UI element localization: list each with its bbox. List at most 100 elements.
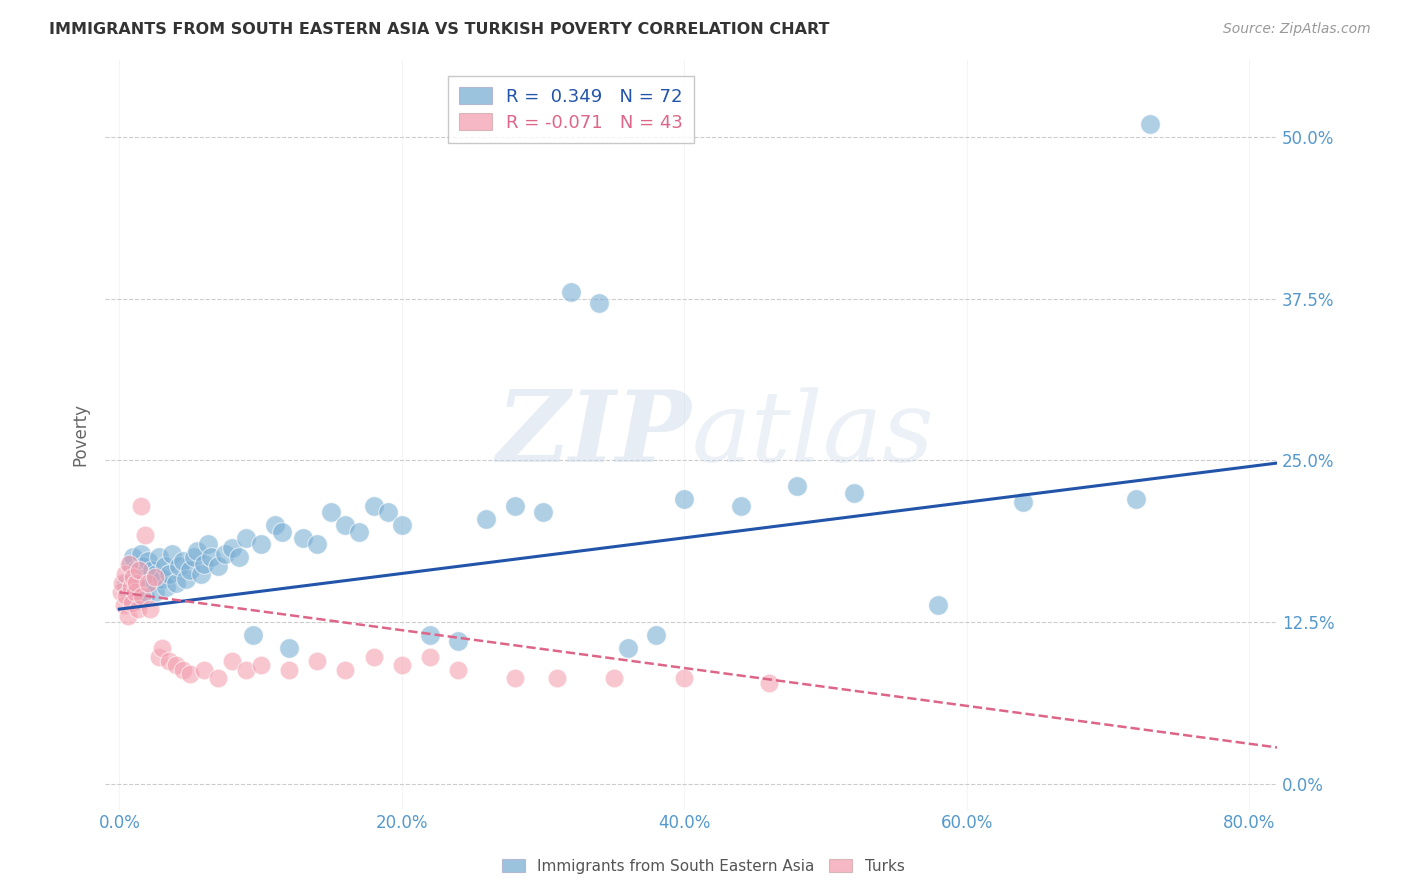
Point (122, 570, 145, 584)
Point (131, 589, 153, 603)
Point (602, 671, 624, 685)
Point (172, 663, 194, 677)
Point (321, 505, 343, 519)
Point (193, 663, 215, 677)
Point (165, 576, 187, 591)
Point (263, 518, 285, 533)
Legend: R =  0.349   N = 72, R = -0.071   N = 43: R = 0.349 N = 72, R = -0.071 N = 43 (449, 76, 693, 143)
Point (645, 628, 668, 642)
Point (121, 596, 143, 610)
Point (124, 580, 146, 594)
Point (120, 557, 142, 571)
Point (221, 541, 243, 556)
Point (447, 634, 470, 648)
Point (349, 524, 371, 539)
Point (391, 518, 413, 533)
Point (242, 628, 264, 642)
Point (186, 544, 208, 558)
Point (122, 550, 145, 565)
Point (127, 602, 149, 616)
Point (134, 589, 156, 603)
Point (305, 654, 328, 668)
Point (129, 547, 152, 561)
Point (277, 640, 299, 655)
Point (377, 505, 399, 519)
Point (128, 563, 150, 577)
Text: Source: ZipAtlas.com: Source: ZipAtlas.com (1223, 22, 1371, 37)
Point (560, 285, 582, 300)
Point (419, 650, 441, 665)
Point (291, 531, 314, 545)
Point (1139, 117, 1161, 131)
Text: ZIP: ZIP (496, 386, 692, 483)
Point (139, 602, 162, 616)
Point (363, 499, 385, 513)
Point (531, 505, 554, 519)
Point (758, 675, 780, 690)
Point (143, 585, 166, 599)
Point (228, 550, 250, 565)
Point (148, 650, 170, 665)
Point (842, 485, 865, 500)
Point (155, 580, 177, 594)
Point (927, 599, 949, 613)
Point (207, 671, 229, 685)
Point (118, 585, 141, 599)
Point (179, 666, 201, 681)
Point (134, 528, 156, 542)
Point (616, 640, 638, 655)
Point (183, 550, 205, 565)
Point (179, 563, 201, 577)
Point (115, 576, 138, 591)
Point (363, 650, 385, 665)
Point (125, 576, 148, 591)
Point (335, 518, 357, 533)
Point (172, 554, 194, 568)
Point (190, 567, 212, 582)
Point (117, 608, 139, 623)
Point (157, 567, 180, 582)
Point (270, 524, 292, 539)
Point (391, 657, 413, 672)
Point (165, 657, 187, 672)
Point (160, 547, 183, 561)
Point (197, 537, 219, 551)
Point (136, 554, 159, 568)
Point (114, 567, 136, 582)
Point (143, 570, 166, 584)
Point (129, 499, 152, 513)
Point (503, 671, 526, 685)
Point (153, 559, 176, 574)
Point (335, 663, 357, 677)
Point (122, 570, 145, 584)
Point (193, 557, 215, 571)
Point (167, 559, 190, 574)
Point (447, 663, 470, 677)
Y-axis label: Poverty: Poverty (72, 403, 89, 466)
Point (475, 511, 498, 525)
Point (136, 576, 159, 591)
Point (141, 563, 163, 577)
Point (249, 657, 271, 672)
Point (235, 531, 257, 545)
Point (305, 537, 328, 551)
Point (125, 563, 148, 577)
Point (214, 547, 236, 561)
Point (118, 557, 141, 571)
Point (249, 537, 271, 551)
Point (131, 576, 153, 591)
Point (235, 663, 257, 677)
Point (145, 567, 167, 582)
Point (786, 479, 808, 493)
Legend: Immigrants from South Eastern Asia, Turks: Immigrants from South Eastern Asia, Turk… (495, 853, 911, 880)
Point (588, 295, 610, 310)
Point (115, 589, 138, 603)
Point (135, 570, 157, 584)
Point (207, 559, 229, 574)
Point (112, 599, 135, 613)
Point (157, 654, 180, 668)
Point (419, 628, 441, 642)
Point (150, 573, 173, 587)
Point (139, 576, 162, 591)
Point (174, 573, 197, 587)
